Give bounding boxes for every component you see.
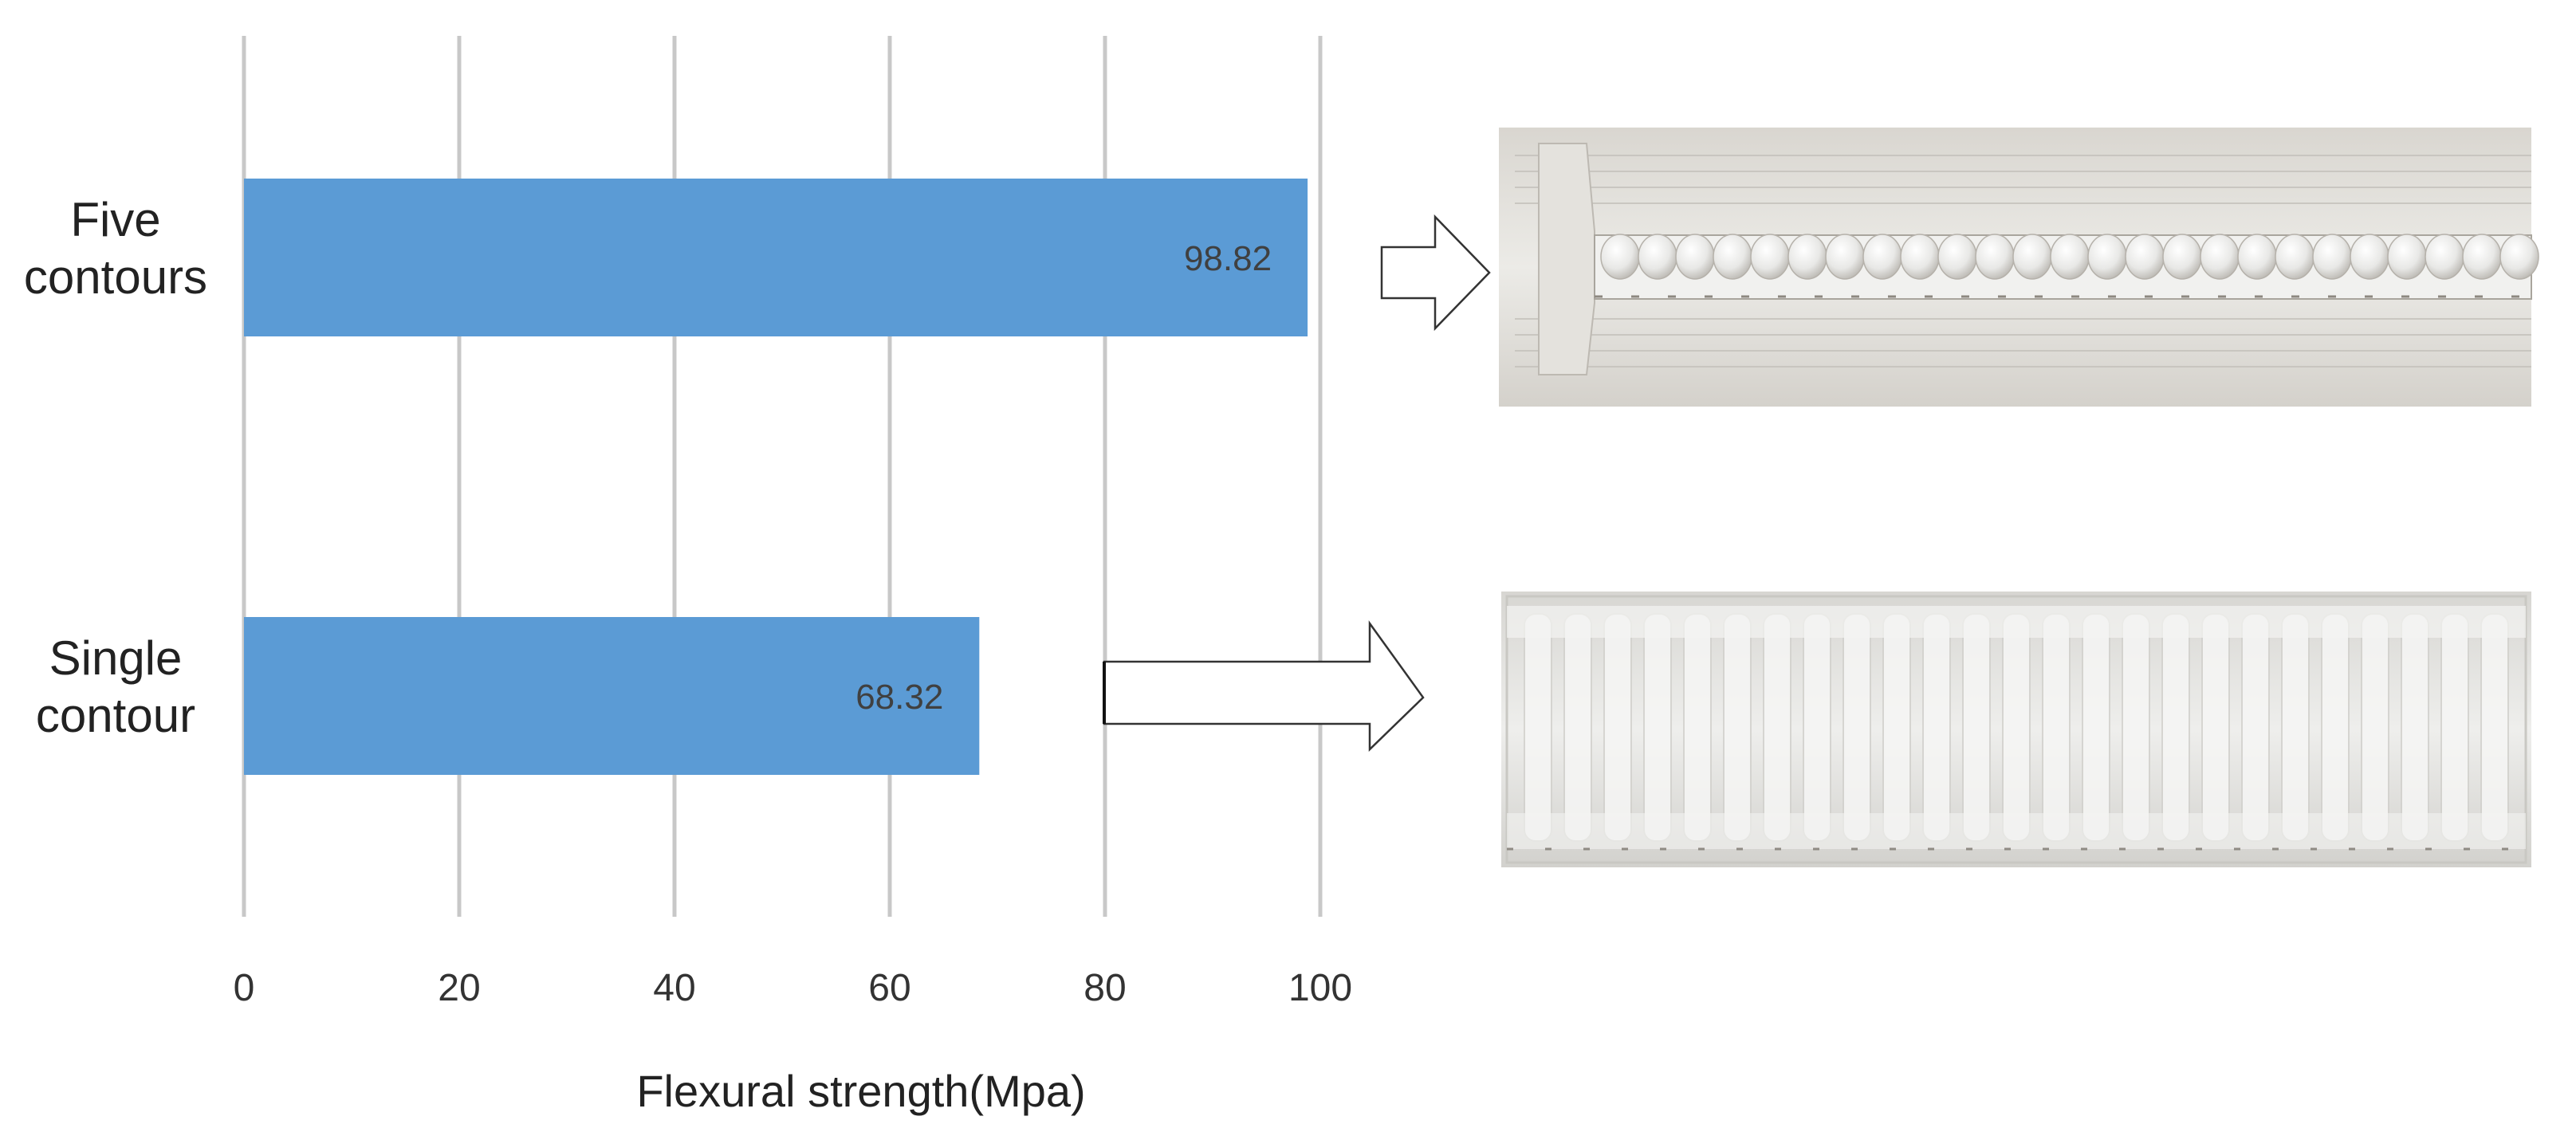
bars: [244, 179, 1308, 775]
bar: [244, 617, 980, 775]
data-labels: 98.82 68.32: [855, 239, 1272, 717]
x-tick-label: 60: [868, 967, 910, 1009]
category-label: Single: [49, 631, 183, 685]
printed-specimen-five-contours-photo: [1499, 128, 2539, 407]
category-label: contour: [36, 689, 195, 742]
bar-value-label: 68.32: [855, 678, 943, 717]
printed-specimen-single-contour-photo: [1501, 592, 2531, 867]
outline-right-arrow-icon: [1103, 620, 1425, 752]
category-label: contours: [24, 250, 207, 304]
x-tick-label: 100: [1288, 967, 1352, 1009]
bar-value-label: 98.82: [1184, 239, 1272, 278]
category-label: Five: [70, 193, 160, 246]
x-tick-labels: 0 20 40 60 80 100: [234, 967, 1352, 1009]
bar: [244, 179, 1308, 336]
x-axis-title: Flexural strength(Mpa): [636, 1066, 1085, 1116]
x-tick-label: 40: [653, 967, 695, 1009]
gridlines: [242, 36, 1323, 917]
outline-right-arrow-icon: [1380, 214, 1491, 332]
x-tick-label: 80: [1083, 967, 1126, 1009]
x-tick-label: 20: [438, 967, 480, 1009]
x-tick-label: 0: [234, 967, 255, 1009]
